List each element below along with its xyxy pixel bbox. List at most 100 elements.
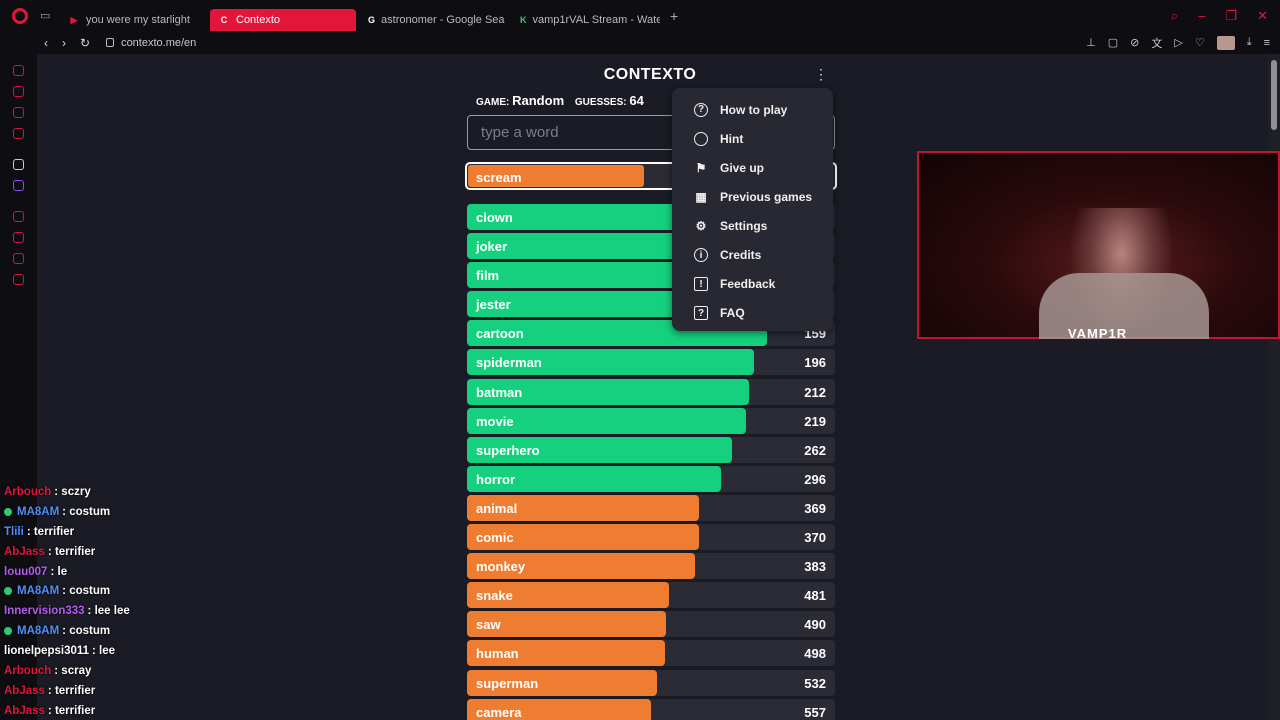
guess-distance: 262 [804,442,826,458]
guess-distance: 498 [804,646,826,662]
info-circle-icon: i [694,248,708,263]
sidebar-cube-icon[interactable] [13,253,24,264]
tab-1[interactable]: C Contexto [210,9,356,31]
pin-icon[interactable]: ⊥ [1086,37,1096,49]
guess-word: film [476,268,500,284]
tab-label: you were my starlight [86,14,190,26]
chat-message: Arbouch: scray [4,661,204,681]
guess-bar [467,349,754,376]
menu-icon[interactable]: ≡ [1263,36,1270,49]
feedback-icon: ! [694,277,708,292]
url-text: contexto.me/en [121,36,197,49]
guess-row: animal 369 [467,494,835,521]
chat-message: MA8AM: costum [4,581,204,601]
adblock-icon[interactable]: ⊘ [1130,37,1140,49]
webcam-label: VAMP1R [1067,326,1128,341]
scrollbar-thumb[interactable] [1271,60,1277,130]
guess-row: superhero 262 [467,436,835,463]
guess-word: movie [476,413,514,429]
guess-word: horror [476,471,515,487]
url-field[interactable]: contexto.me/en [106,37,196,49]
chat-message: Tlili: terrifier [4,522,204,542]
guess-distance: 557 [804,704,826,720]
opera-logo-icon[interactable] [0,7,40,24]
guesses-value: 64 [629,93,644,108]
game-label: GAME: [476,97,510,108]
back-icon[interactable]: ‹ [44,35,48,50]
menu-item-label: Feedback [720,277,776,292]
guess-word: cartoon [476,326,524,342]
profile-avatar[interactable] [1216,35,1235,50]
chat-text: : terrifier [47,545,96,558]
guess-word: clown [476,210,513,225]
snapshot-icon[interactable]: ▢ [1107,37,1119,49]
guess-row: saw 490 [467,611,835,638]
chat-text: : scray [54,664,92,677]
search-tabs-icon[interactable]: ⌕ [1170,7,1179,23]
guess-distance: 212 [804,384,826,400]
chat-username: Arbouch [4,485,52,498]
chat-username: AbJass [4,545,45,558]
close-icon[interactable]: ✕ [1257,7,1268,23]
guess-word: superhero [476,442,540,458]
menu-item-previous-games[interactable]: ▦ Previous games [672,182,833,211]
last-guess-bar [468,165,644,187]
guess-row: comic 370 [467,524,835,551]
sidebar-messenger-icon[interactable] [13,107,24,118]
more-options-icon[interactable]: ⋮ [814,66,828,82]
tab-favicon-icon: C [220,15,228,25]
chat-message: AbJass: terrifier [4,701,204,720]
chat-badge-icon [4,627,12,636]
menu-item-faq[interactable]: ? FAQ [672,299,833,328]
sidebar-settings-icon[interactable] [13,274,24,285]
chat-username: AbJass [4,704,45,717]
menu-item-give-up[interactable]: ⚑ Give up [672,153,833,182]
guess-bar [467,465,721,492]
chat-overlay: Arbouch: sczry MA8AM: costum Tlili: terrif… [4,482,204,720]
guess-bar [467,378,749,405]
menu-item-settings[interactable]: ⚙ Settings [672,211,833,240]
sidebar-player-icon[interactable] [13,128,24,139]
browser-sidebar [0,54,37,720]
guess-bar [467,436,732,463]
minimize-icon[interactable]: – [1198,7,1206,23]
menu-item-credits[interactable]: i Credits [672,240,833,269]
heart-icon[interactable]: ♡ [1194,37,1205,49]
maximize-icon[interactable]: ❐ [1225,7,1238,23]
tab-0[interactable]: ▶ you were my starlight [60,9,206,31]
chat-username: MA8AM [17,505,60,518]
forward-icon[interactable]: › [62,35,66,50]
flag-icon: ⚑ [695,160,707,175]
chat-username: lionelpepsi3011 [4,645,90,658]
translate-icon[interactable]: 文 [1151,37,1163,50]
guess-bar [467,582,669,609]
guess-word: jester [476,297,511,313]
play-icon[interactable]: ▷ [1174,37,1183,49]
chat-text: : sczry [54,485,91,498]
new-tab-icon[interactable]: + [670,7,679,24]
options-menu: ? How to play Hint ⚑ Give up ▦ Previous games ⚙… [672,88,833,331]
chat-message: Arbouch: sczry [4,482,204,502]
game-value: Random [512,93,565,108]
tab-overview-icon[interactable]: ▭ [40,10,51,22]
guess-row: human 498 [467,640,835,667]
menu-item-label: How to play [720,102,788,117]
menu-item-feedback[interactable]: ! Feedback [672,270,833,299]
chat-username: AbJass [4,684,45,697]
reload-icon[interactable]: ↻ [80,35,91,50]
sidebar-clock-icon[interactable] [13,232,24,243]
chat-text: : costum [62,585,111,598]
sidebar-app-icon[interactable] [13,159,24,170]
sidebar-twitch-icon[interactable] [13,180,24,191]
menu-item-hint[interactable]: Hint [672,124,833,153]
tab-favicon-icon: G [368,15,376,25]
download-icon[interactable]: ⤓ [1246,36,1252,48]
menu-item-how-to-play[interactable]: ? How to play [672,95,833,124]
sidebar-history-icon[interactable] [13,65,24,76]
sidebar-shop-icon[interactable] [13,86,24,97]
menu-item-label: Give up [720,160,765,175]
chat-text: : terrifier [47,704,96,717]
sidebar-video-icon[interactable] [13,211,24,222]
